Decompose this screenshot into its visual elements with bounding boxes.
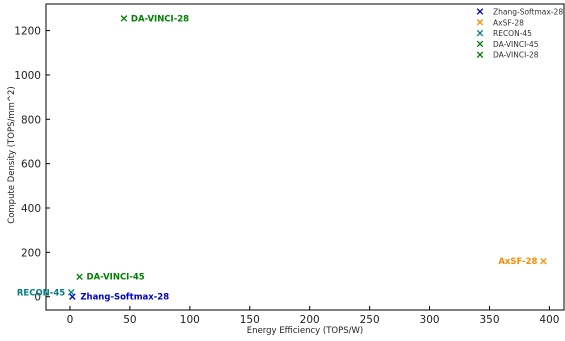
data-point <box>540 257 547 265</box>
point-annotation: DA-VINCI-45 <box>87 273 145 283</box>
y-tick-label: 1000 <box>14 70 41 82</box>
data-point <box>76 273 83 280</box>
x-tick-label: 200 <box>300 314 320 326</box>
data-point <box>69 293 76 300</box>
data-point <box>67 289 75 296</box>
y-tick-label: 400 <box>21 203 41 215</box>
data-point <box>120 15 128 22</box>
x-tick-label: 300 <box>420 314 440 326</box>
legend-entry: DA-VINCI-45 <box>493 40 539 49</box>
x-tick-label: 100 <box>180 314 200 326</box>
y-tick-label: 200 <box>21 247 41 259</box>
x-axis-label: Energy Efficiency (TOPS/W) <box>247 326 363 336</box>
x-tick-label: 400 <box>539 314 559 326</box>
x-tick-label: 250 <box>360 314 380 326</box>
x-tick-label: 0 <box>67 314 74 326</box>
legend-marker <box>476 8 484 15</box>
legend-marker <box>476 51 484 58</box>
y-tick-label: 800 <box>21 114 41 126</box>
legend-entry: DA-VINCI-28 <box>493 51 539 60</box>
y-tick-label: 1200 <box>14 26 41 38</box>
x-tick-label: 50 <box>123 314 136 326</box>
y-tick-label: 600 <box>21 159 41 171</box>
point-annotation: AxSF-28 <box>498 257 537 267</box>
legend-marker <box>476 40 484 48</box>
legend-entry: AxSF-28 <box>493 18 524 27</box>
legend-entry: RECON-45 <box>493 29 532 38</box>
legend-entry: Zhang-Softmax-28 <box>493 8 563 17</box>
plot-frame <box>45 3 565 311</box>
x-tick-label: 150 <box>240 314 260 326</box>
legend-marker <box>476 19 484 26</box>
x-tick-label: 350 <box>479 314 499 326</box>
point-annotation: RECON-45 <box>17 288 65 298</box>
point-annotation: Zhang-Softmax-28 <box>80 293 169 303</box>
y-tick-label: 0 <box>34 292 41 304</box>
y-axis-label: Compute Density (TOPS/mm^2) <box>7 86 17 223</box>
legend-marker <box>476 29 484 37</box>
point-annotation: DA-VINCI-28 <box>131 14 189 24</box>
